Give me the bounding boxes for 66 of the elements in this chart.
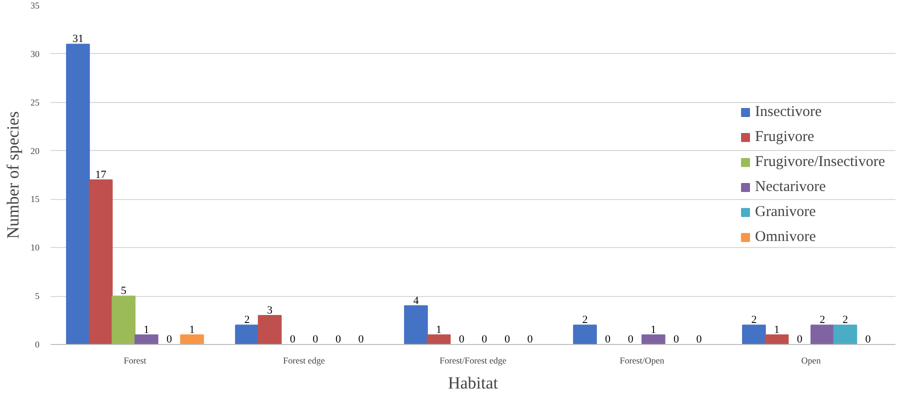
legend-label: Nectarivore — [755, 178, 826, 196]
bar — [810, 324, 834, 344]
y-tick-label: 35 — [30, 0, 40, 10]
bar — [66, 44, 90, 344]
bar — [642, 334, 666, 344]
x-tick-label: Forest/Open — [620, 356, 665, 366]
y-tick-label: 30 — [30, 48, 40, 59]
data-label: 1 — [189, 324, 195, 336]
data-label: 4 — [413, 294, 420, 307]
data-label: 0 — [458, 334, 465, 346]
legend-label: Omnivore — [755, 228, 816, 246]
data-label: 0 — [605, 334, 612, 346]
data-label: 0 — [504, 334, 510, 346]
bar — [426, 334, 451, 344]
data-label: 0 — [673, 334, 680, 346]
y-tick-label: 20 — [30, 146, 40, 156]
x-tick-label: Forest — [124, 356, 147, 366]
x-tick-label: Open — [801, 356, 822, 366]
legend-label: Frugivore/Insectivore — [755, 154, 885, 170]
data-label: 1 — [436, 324, 442, 336]
data-label: 0 — [527, 334, 534, 346]
data-label: 2 — [582, 314, 588, 326]
bar — [235, 324, 259, 344]
data-label: 0 — [796, 334, 803, 346]
data-label: 1 — [144, 324, 150, 336]
bar — [764, 334, 789, 344]
data-label: 17 — [95, 168, 107, 181]
data-label: 5 — [120, 285, 127, 298]
data-label: 0 — [865, 334, 872, 346]
bar — [112, 296, 136, 344]
data-label: 2 — [244, 314, 250, 326]
legend-label: Granivore — [755, 204, 816, 220]
y-axis-title: Number of species — [4, 111, 22, 239]
y-tick-label: 5 — [35, 291, 40, 302]
data-label: 0 — [358, 334, 364, 346]
data-label: 2 — [751, 314, 757, 326]
legend-label: Frugivore — [755, 128, 814, 146]
data-label: 0 — [628, 334, 634, 346]
bar — [134, 334, 158, 344]
data-label: 0 — [166, 334, 172, 346]
data-label: 1 — [650, 324, 656, 336]
y-tick-label: 25 — [30, 97, 40, 108]
y-tick-label: 0 — [35, 340, 40, 350]
x-tick-label: Forest edge — [283, 356, 325, 366]
bar — [573, 324, 597, 344]
data-label: 2 — [842, 314, 848, 326]
data-label: 0 — [696, 334, 702, 346]
bar — [88, 179, 113, 344]
data-label: 0 — [312, 334, 319, 346]
data-label: 31 — [72, 33, 84, 46]
data-label: 2 — [820, 314, 826, 326]
legend-label: Insectivore — [755, 104, 822, 120]
y-tick-label: 10 — [30, 242, 40, 253]
data-label: 0 — [290, 334, 296, 346]
bar — [404, 305, 428, 344]
data-label: 3 — [267, 304, 274, 316]
bar — [258, 314, 282, 344]
data-label: 1 — [774, 324, 780, 336]
y-tick-label: 15 — [30, 194, 40, 204]
bar — [833, 324, 858, 344]
x-tick-label: Forest/Forest edge — [440, 356, 506, 366]
bar — [742, 324, 766, 344]
bar — [180, 334, 204, 344]
data-label: 0 — [335, 334, 342, 346]
x-axis-title: Habitat — [448, 374, 498, 392]
data-label: 0 — [482, 334, 488, 346]
